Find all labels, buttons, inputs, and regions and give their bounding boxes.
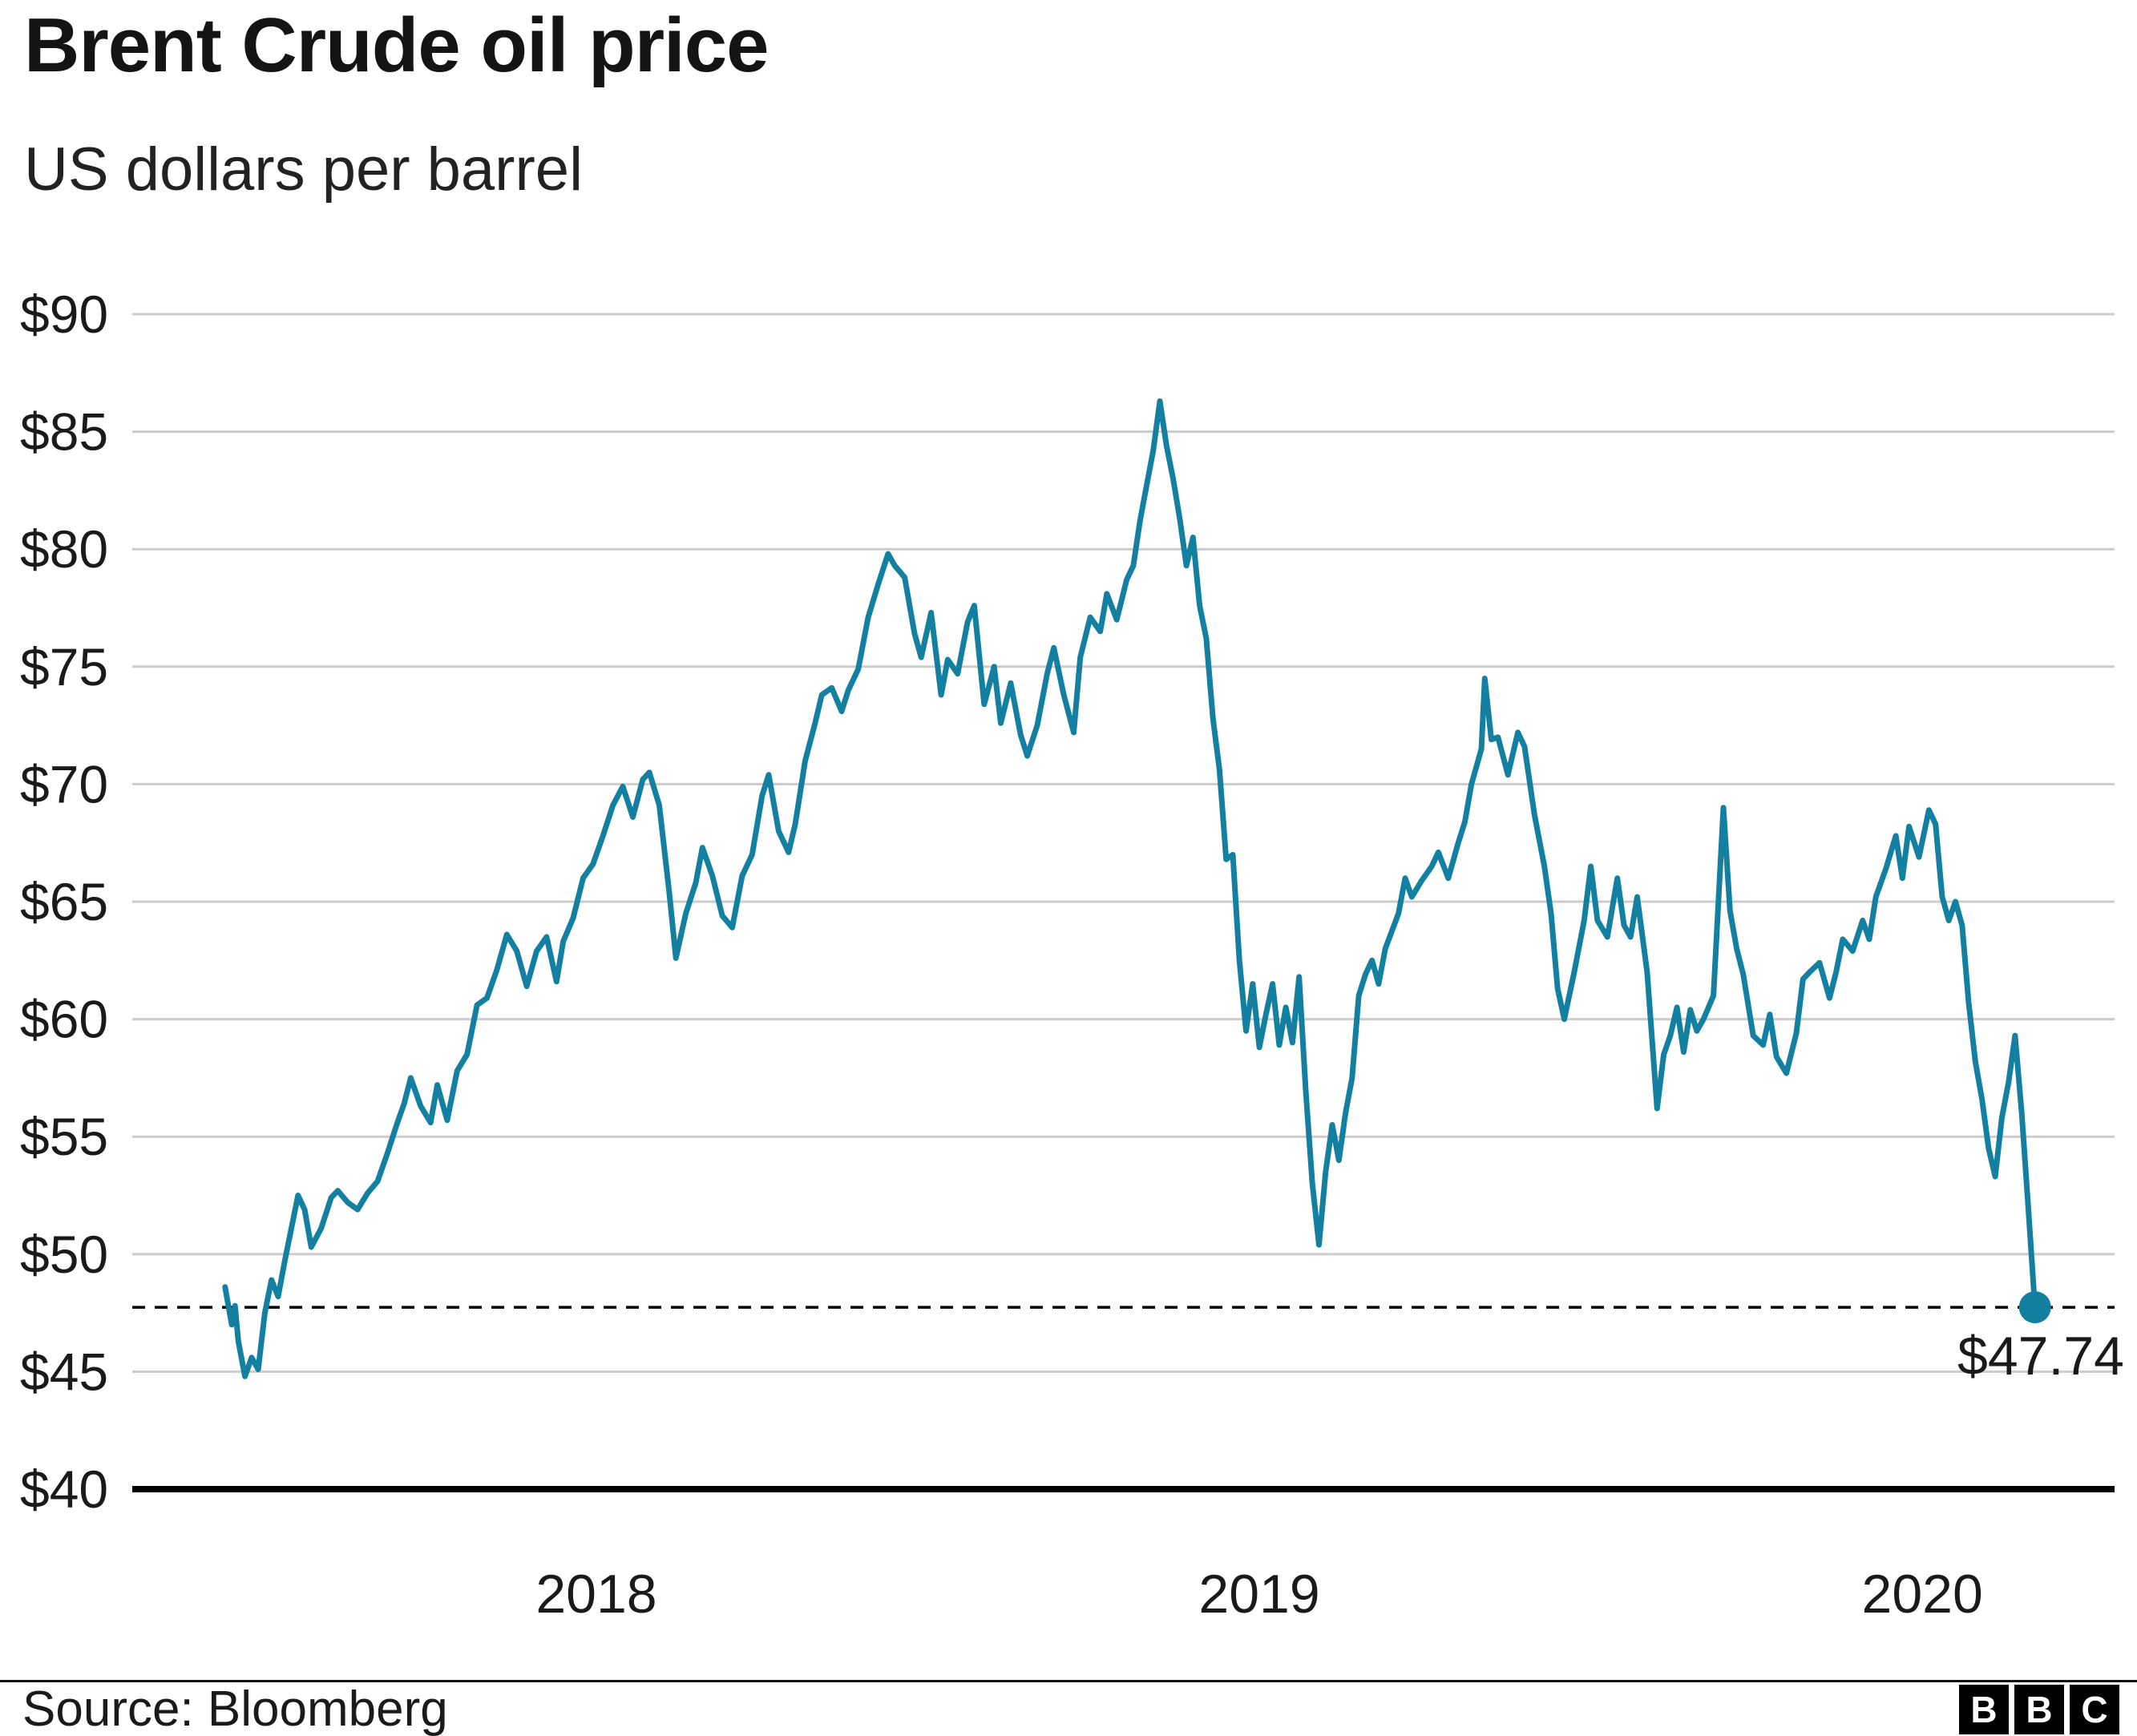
chart-footer: Source: Bloomberg B B C: [0, 1680, 2137, 1736]
chart-title: Brent Crude oil price: [24, 2, 769, 88]
bbc-logo-block-c: C: [2070, 1684, 2119, 1734]
latest-value-label: $47.74: [1957, 1326, 2124, 1387]
y-tick-label: $50: [20, 1225, 108, 1284]
y-tick-label: $90: [20, 285, 108, 344]
y-tick-label: $85: [20, 402, 108, 462]
x-tick-label: 2018: [535, 1564, 656, 1625]
bbc-logo-block-b2: B: [2014, 1684, 2064, 1734]
x-tick-label: 2019: [1198, 1564, 1319, 1625]
price-line-chart: $40 $45 $50 $55 $60 $65 $70 $75 $80 $85 $90 2018 201…: [20, 285, 2124, 1625]
y-tick-label: $75: [20, 637, 108, 696]
price-line: [222, 398, 2038, 1379]
bbc-logo-block-b1: B: [1959, 1684, 2009, 1734]
y-tick-label: $80: [20, 519, 108, 579]
latest-value-dot: [2018, 1291, 2051, 1324]
bbc-logo: B B C: [1959, 1684, 2119, 1734]
y-tick-label: $55: [20, 1107, 108, 1166]
chart-subtitle: US dollars per barrel: [24, 135, 583, 204]
y-tick-label: $45: [20, 1342, 108, 1401]
y-tick-label: $70: [20, 754, 108, 813]
y-tick-label: $40: [20, 1459, 108, 1519]
source-attribution: Source: Bloomberg: [22, 1681, 448, 1736]
y-tick-label: $60: [20, 990, 108, 1049]
x-tick-label: 2020: [1862, 1564, 1983, 1625]
y-tick-label: $65: [20, 872, 108, 931]
